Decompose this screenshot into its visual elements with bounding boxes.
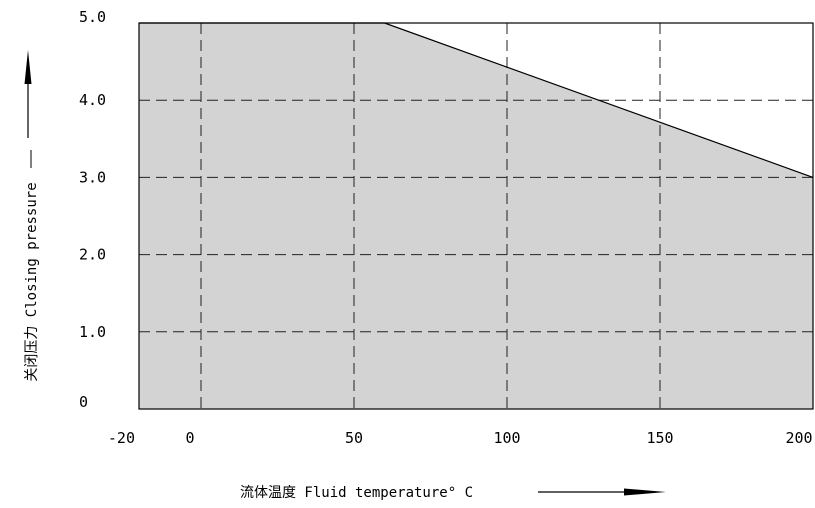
arrow-right-icon — [624, 488, 666, 496]
x-axis-tick-labels: -20 0 50 100 150 200 — [108, 429, 813, 447]
x-tick-label: -20 — [108, 429, 135, 447]
x-axis-title: 流体温度 Fluid temperature° C — [240, 485, 473, 501]
vertical-gridlines — [200, 23, 661, 409]
x-tick-label: 100 — [493, 429, 520, 447]
y-tick-label: 5.0 — [79, 8, 106, 26]
y-tick-label: 3.0 — [79, 168, 106, 186]
y-axis-tick-labels: 0 1.0 2.0 3.0 4.0 5.0 — [79, 8, 106, 411]
y-tick-label: 1.0 — [79, 323, 106, 341]
x-tick-label: 200 — [785, 429, 812, 447]
plot-frame — [138, 22, 814, 410]
horizontal-gridlines — [139, 99, 813, 333]
x-tick-label: 0 — [185, 429, 194, 447]
y-tick-label: 2.0 — [79, 246, 106, 264]
y-tick-label: 0 — [79, 393, 88, 411]
x-tick-label: 50 — [345, 429, 363, 447]
arrow-up-icon — [24, 50, 32, 84]
x-tick-label: 150 — [646, 429, 673, 447]
y-tick-label: 4.0 — [79, 91, 106, 109]
series-area-fill — [139, 23, 813, 409]
y-axis-title: 关闭压力 Closing pressure — [24, 182, 40, 381]
